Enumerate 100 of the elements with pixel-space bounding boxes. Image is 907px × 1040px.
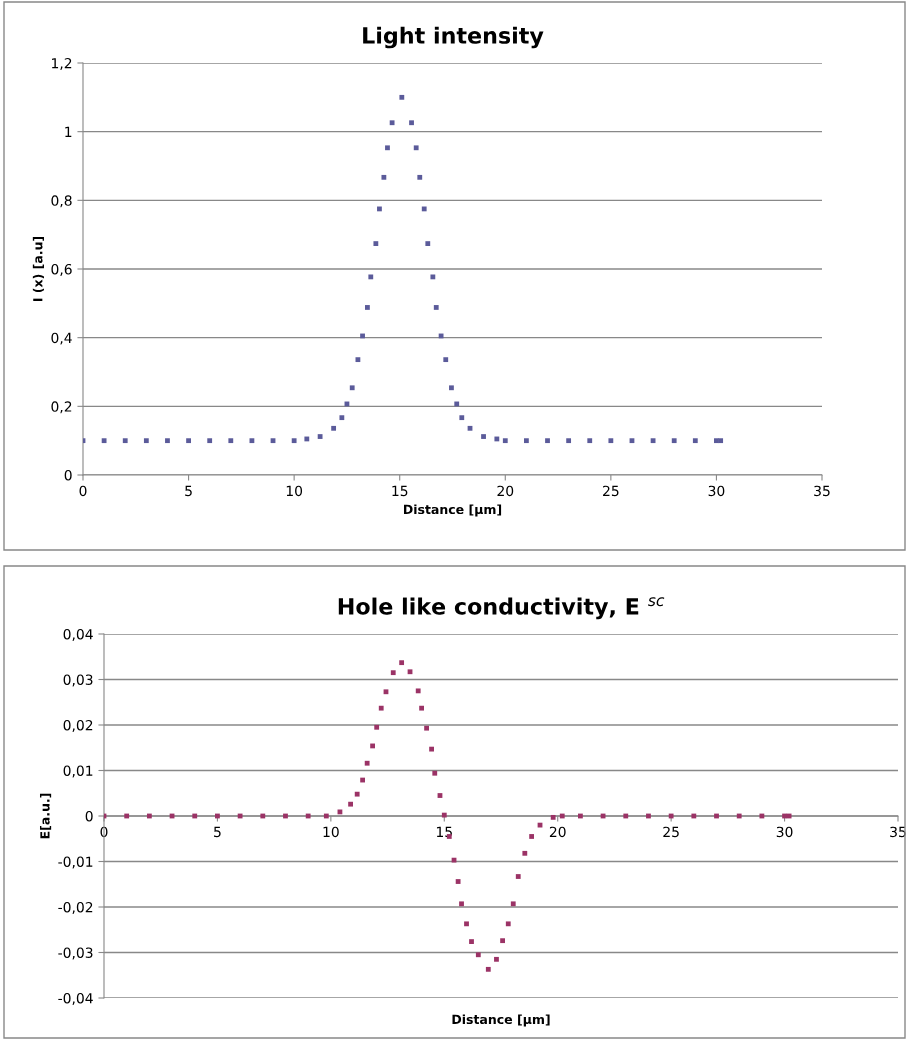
point (433, 305, 439, 310)
y-tick-label: 0 (85, 810, 93, 822)
y-tick-label: -0,04 (58, 992, 93, 1005)
point (291, 438, 297, 444)
point (522, 850, 528, 856)
point (317, 434, 323, 439)
point (143, 438, 149, 444)
x-tick-label: 20 (497, 485, 514, 497)
point (505, 921, 511, 927)
point (692, 438, 698, 444)
point (587, 438, 593, 444)
point (122, 438, 128, 444)
point (364, 760, 370, 766)
point (481, 434, 486, 439)
point (429, 746, 434, 752)
point (671, 438, 677, 444)
x-tick-label: 5 (185, 485, 192, 497)
y-tick-label: 0 (64, 469, 72, 481)
point (502, 438, 508, 444)
point (510, 901, 516, 907)
point (378, 705, 384, 711)
point (718, 438, 724, 444)
point (566, 438, 572, 444)
y-tick-label: 0,01 (63, 765, 93, 778)
point (228, 438, 234, 444)
chart-title: Hole like conductivity, E $^{sc}$ (338, 597, 665, 620)
x-tick-label: 20 (549, 826, 566, 838)
point (425, 241, 431, 246)
point (101, 438, 107, 444)
y-tick-label: 1 (65, 126, 72, 137)
y-tick-label: 0,02 (63, 719, 93, 732)
y-tick-label: 0,04 (63, 628, 93, 641)
y-tick-label: -0,01 (58, 856, 93, 869)
point (399, 94, 405, 100)
x-tick-label: 30 (708, 485, 725, 497)
x-tick-label: 35 (890, 826, 906, 838)
chart-title: Light intensity (363, 26, 544, 49)
x-axis-title: Distance [μm] (452, 1014, 550, 1027)
x-tick-label: 25 (663, 826, 679, 838)
point (464, 921, 469, 927)
x-tick-label: 10 (323, 826, 339, 838)
point (443, 357, 449, 363)
x-tick-label: 5 (214, 826, 221, 838)
point (545, 438, 550, 444)
point (550, 814, 556, 820)
point (339, 415, 345, 421)
point (165, 438, 170, 444)
point (373, 241, 379, 246)
y-tick-label: 0,4 (51, 332, 72, 345)
y-tick-label: 0,03 (63, 674, 93, 687)
point (515, 874, 521, 879)
point (390, 670, 396, 676)
point (349, 385, 355, 391)
y-tick-label: 0,2 (51, 401, 72, 414)
point (500, 938, 505, 944)
point (469, 939, 474, 944)
point (374, 724, 380, 730)
point (432, 770, 438, 776)
point (485, 966, 491, 972)
point (415, 688, 421, 694)
point (399, 660, 405, 666)
y-tick-label: 1,2 (52, 57, 72, 70)
point (430, 274, 436, 280)
point (381, 174, 387, 180)
point (348, 801, 353, 807)
point (529, 834, 535, 839)
point (389, 120, 395, 126)
point (455, 879, 461, 884)
point (459, 415, 465, 421)
x-tick-label: 35 (814, 485, 830, 497)
x-tick-label: 25 (603, 485, 619, 497)
point (186, 438, 191, 444)
point (419, 705, 425, 711)
point (368, 274, 374, 280)
point (385, 145, 390, 151)
y-tick-label: -0,03 (58, 947, 93, 960)
y-tick-label: 0,6 (51, 263, 72, 276)
point (494, 956, 499, 962)
point (354, 791, 360, 797)
x-axis-title: Distance [μm] (404, 504, 502, 517)
point (207, 438, 213, 444)
x-tick-label: 30 (776, 826, 793, 838)
point (424, 725, 429, 731)
point (365, 305, 370, 310)
y-tick-label: -0,02 (58, 901, 93, 914)
point (413, 145, 419, 151)
y-axis-title: I (x) [a.u] (32, 236, 44, 302)
point (608, 438, 614, 444)
point (475, 952, 481, 958)
y-tick-label: 0,8 (51, 195, 72, 208)
x-tick-label: 0 (100, 826, 108, 838)
point (449, 385, 454, 391)
point (417, 174, 423, 180)
x-tick-label: 15 (392, 485, 408, 497)
point (459, 901, 464, 907)
point (523, 438, 529, 444)
point (331, 425, 337, 431)
y-axis-title: E[a.u.] (39, 793, 52, 839)
x-tick-label: 10 (286, 485, 303, 497)
point (409, 120, 414, 126)
